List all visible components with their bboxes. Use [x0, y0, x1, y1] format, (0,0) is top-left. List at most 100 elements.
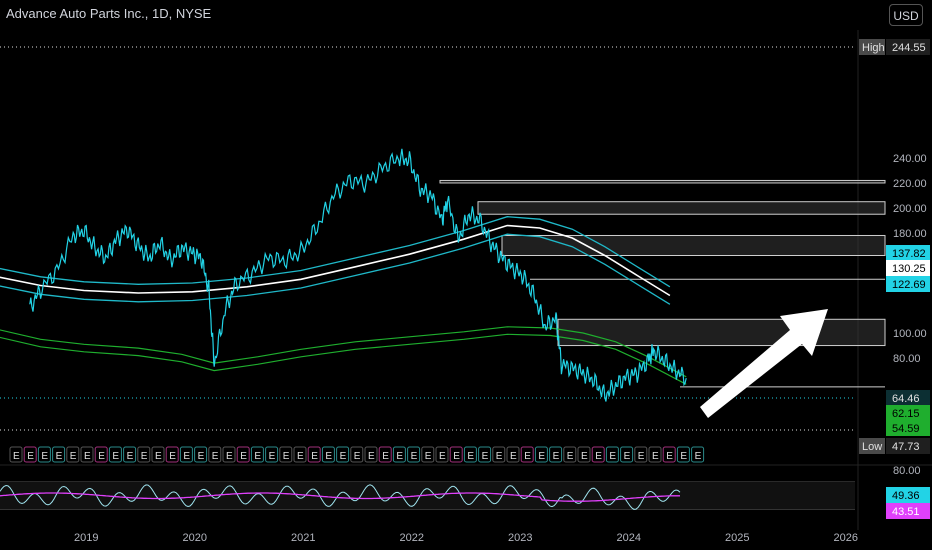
earnings-event-marker[interactable]: [236, 446, 250, 463]
earnings-event-marker[interactable]: [293, 446, 307, 463]
earnings-event-marker[interactable]: [80, 446, 94, 463]
earnings-event-marker[interactable]: [307, 446, 321, 463]
last-price-label-box: [886, 390, 930, 406]
earnings-event-marker[interactable]: [549, 446, 563, 463]
earnings-event-label: E: [41, 451, 48, 462]
earnings-event-marker[interactable]: [9, 446, 23, 463]
x-tick-label: 2021: [291, 532, 315, 544]
earnings-event-marker[interactable]: [151, 446, 165, 463]
earnings-event-label: E: [340, 451, 347, 462]
envelope-price-label-value: 137.82: [892, 248, 926, 260]
earnings-event-marker[interactable]: [492, 446, 506, 463]
upper-envelope-line: [0, 216, 671, 288]
earnings-event-label: E: [609, 451, 616, 462]
earnings-event-marker[interactable]: [407, 446, 421, 463]
earnings-event-marker[interactable]: [421, 446, 435, 463]
earnings-event-label: E: [624, 451, 631, 462]
earnings-event-label: E: [666, 451, 673, 462]
earnings-event-marker[interactable]: [634, 446, 648, 463]
earnings-event-marker[interactable]: [222, 446, 236, 463]
low-price-label-tag: [859, 438, 885, 454]
y-tick-label: 200.00: [893, 203, 927, 215]
earnings-event-marker[interactable]: [591, 446, 605, 463]
earnings-event-marker[interactable]: [23, 446, 37, 463]
earnings-event-marker[interactable]: [179, 446, 193, 463]
earnings-event-marker[interactable]: [165, 446, 179, 463]
earnings-event-marker[interactable]: [336, 446, 350, 463]
earnings-event-marker[interactable]: [534, 446, 548, 463]
earnings-event-marker[interactable]: [108, 446, 122, 463]
earnings-event-label: E: [155, 451, 162, 462]
low-price-label-value: 47.73: [892, 441, 920, 453]
earnings-event-marker[interactable]: [250, 446, 264, 463]
earnings-event-marker[interactable]: [392, 446, 406, 463]
earnings-event-label: E: [70, 451, 77, 462]
envelope-price-label-box: [886, 245, 930, 261]
y-tick-label: 240.00: [893, 153, 927, 165]
earnings-event-marker[interactable]: [563, 446, 577, 463]
high-price-label-value: 244.55: [892, 42, 926, 54]
currency-button[interactable]: USD: [889, 4, 923, 26]
earnings-event-marker[interactable]: [463, 446, 477, 463]
envelope-price-label-value: 122.69: [892, 279, 926, 291]
high-price-label-caption: High: [862, 42, 885, 54]
x-tick-label: 2025: [725, 532, 749, 544]
earnings-event-label: E: [638, 451, 645, 462]
earnings-event-marker[interactable]: [265, 446, 279, 463]
earnings-event-label: E: [695, 451, 702, 462]
high-price-label-box: [886, 39, 930, 55]
earnings-event-label: E: [581, 451, 588, 462]
rsi-value-box: [886, 487, 930, 503]
earnings-event-marker[interactable]: [94, 446, 108, 463]
earnings-event-marker[interactable]: [605, 446, 619, 463]
earnings-event-marker[interactable]: [321, 446, 335, 463]
earnings-event-marker[interactable]: [279, 446, 293, 463]
low-price-label-caption: Low: [862, 441, 882, 453]
earnings-event-marker[interactable]: [194, 446, 208, 463]
earnings-event-marker[interactable]: [364, 446, 378, 463]
earnings-event-label: E: [56, 451, 63, 462]
earnings-event-label: E: [496, 451, 503, 462]
earnings-event-label: E: [368, 451, 375, 462]
earnings-event-label: E: [382, 451, 389, 462]
earnings-event-marker[interactable]: [577, 446, 591, 463]
earnings-event-label: E: [439, 451, 446, 462]
earnings-event-marker[interactable]: [662, 446, 676, 463]
x-tick-label: 2022: [400, 532, 424, 544]
envelope-price-label-box: [886, 276, 930, 292]
ma-price-label-box: [886, 420, 930, 436]
earnings-event-label: E: [240, 451, 247, 462]
projection-arrow: [700, 309, 828, 418]
earnings-event-label: E: [254, 451, 261, 462]
earnings-event-label: E: [198, 451, 205, 462]
low-price-label-box: [886, 438, 930, 454]
earnings-event-marker[interactable]: [449, 446, 463, 463]
earnings-event-marker[interactable]: [506, 446, 520, 463]
earnings-event-marker[interactable]: [37, 446, 51, 463]
earnings-event-marker[interactable]: [620, 446, 634, 463]
long-ma-upper-line: [0, 326, 687, 378]
earnings-event-marker[interactable]: [435, 446, 449, 463]
long-ma-lower-line: [0, 333, 687, 385]
earnings-event-label: E: [467, 451, 474, 462]
earnings-event-marker[interactable]: [208, 446, 222, 463]
earnings-event-marker[interactable]: [66, 446, 80, 463]
earnings-event-marker[interactable]: [478, 446, 492, 463]
earnings-event-marker[interactable]: [520, 446, 534, 463]
earnings-event-marker[interactable]: [676, 446, 690, 463]
earnings-event-marker[interactable]: [378, 446, 392, 463]
y-tick-label: 100.00: [893, 328, 927, 340]
earnings-event-marker[interactable]: [123, 446, 137, 463]
earnings-event-marker[interactable]: [350, 446, 364, 463]
earnings-event-label: E: [595, 451, 602, 462]
high-price-label-tag: [859, 39, 885, 55]
price-line: [29, 148, 687, 402]
earnings-event-marker[interactable]: [691, 446, 705, 463]
earnings-event-marker[interactable]: [137, 446, 151, 463]
lower-envelope-line: [0, 233, 671, 305]
earnings-event-marker[interactable]: [52, 446, 66, 463]
earnings-event-label: E: [112, 451, 119, 462]
earnings-event-marker[interactable]: [648, 446, 662, 463]
